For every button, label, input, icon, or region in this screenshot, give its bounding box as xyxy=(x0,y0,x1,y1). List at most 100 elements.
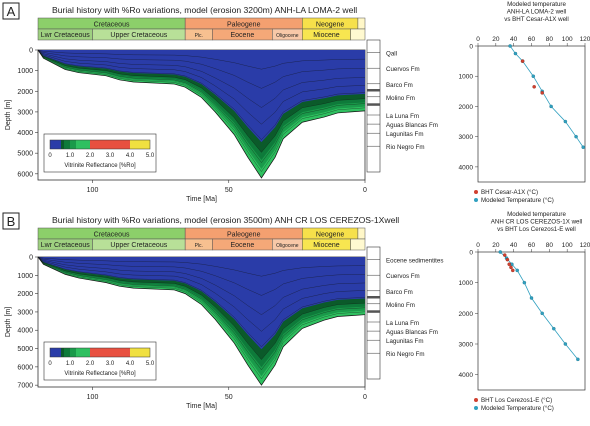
scatter-y-tick-label: 4000 xyxy=(459,164,474,171)
period-label: Neogene xyxy=(316,22,345,29)
scatter-title: ANH CR LOS CEREZOS-1X well xyxy=(491,219,582,226)
epoch-label: Upper Cretaceous xyxy=(110,242,167,249)
y-axis-label: Depth [m] xyxy=(5,307,12,337)
y-tick-label: 3000 xyxy=(17,109,33,116)
vr-legend-swatch xyxy=(76,348,90,357)
horizon-line xyxy=(37,49,366,89)
vr-legend-tick: 0 xyxy=(48,361,52,367)
scatter-y-tick-label: 1000 xyxy=(459,280,474,287)
epoch-label: Plc. xyxy=(195,33,203,39)
period-label: Cretaceous xyxy=(94,232,130,239)
model-temperature-point xyxy=(552,326,556,331)
horizon-line xyxy=(37,256,366,332)
formation-label: Aguas Blancas Fm xyxy=(386,329,438,336)
epoch-label: Eocene xyxy=(231,32,255,39)
vr-legend-swatch xyxy=(64,348,70,357)
y-tick-label: 1000 xyxy=(17,273,33,280)
vr-legend-tick: 4.0 xyxy=(126,361,135,367)
formation-label: Molino Fm xyxy=(386,302,415,309)
strat-column-band xyxy=(367,89,380,92)
scatter-legend-model: Modeled Temperature (°C) xyxy=(481,197,554,204)
vr-legend-swatch xyxy=(50,348,61,357)
formation-label: Lagunitas Fm xyxy=(386,338,424,345)
low-maturity-zone xyxy=(38,257,365,350)
y-axis-label: Depth [m] xyxy=(5,100,12,130)
bht-point xyxy=(509,265,513,270)
vr-legend-swatch xyxy=(61,140,64,149)
scatter-frame xyxy=(477,251,586,391)
y-tick-label: 4000 xyxy=(17,130,33,137)
scatter-legend-model: Modeled Temperature (°C) xyxy=(481,405,554,412)
panel-letter-box xyxy=(2,2,20,20)
quaternary-band xyxy=(357,17,366,30)
bht-point xyxy=(520,59,525,63)
scatter-title: Modeled temperature xyxy=(507,1,566,8)
vr-legend-swatch xyxy=(70,348,76,357)
scatter-y-tick-label: 3000 xyxy=(459,134,474,141)
epoch-label: Miocene xyxy=(313,242,340,249)
scatter-title: vs BHT Los Cerezos1-E well xyxy=(497,226,576,233)
formation-label: Molino Fm xyxy=(386,95,415,102)
vr-legend-tick: 0 xyxy=(48,153,52,159)
scatter-x-tick-label: 100 xyxy=(562,36,573,43)
scatter-x-tick-label: 60 xyxy=(528,36,536,43)
vr-legend-tick: 3.0 xyxy=(106,153,115,159)
formation-label: Barco Fm xyxy=(386,289,413,296)
x-tick-label: 100 xyxy=(87,187,99,194)
y-tick-label: 0 xyxy=(29,48,33,55)
scatter-x-tick-label: 100 xyxy=(562,242,573,249)
scatter-title: ANH-LA LOMA-2 well xyxy=(507,9,567,16)
scatter-legend-model-marker xyxy=(474,406,478,410)
vr-legend-tick: 2.0 xyxy=(86,153,95,159)
x-axis-label: Time [Ma] xyxy=(186,196,217,203)
horizon-line xyxy=(37,256,366,315)
burial-title: Burial history with %Ro variations, mode… xyxy=(52,5,357,15)
model-temperature-point xyxy=(549,104,553,109)
scatter-x-tick-label: 20 xyxy=(492,242,500,249)
vr-legend-tick: 5.0 xyxy=(146,361,155,367)
model-temperature-point xyxy=(522,280,527,285)
scatter-legend-bht-marker xyxy=(474,190,478,194)
scatter-legend-model-marker xyxy=(474,198,478,202)
model-temperature-point xyxy=(574,134,578,139)
horizon-line xyxy=(37,256,366,371)
horizon-line xyxy=(37,49,366,172)
scatter-x-tick-label: 0 xyxy=(476,36,480,43)
panel-letter: A xyxy=(7,4,16,19)
formation-label: Aguas Blancas Fm xyxy=(386,122,438,129)
vr-legend-swatch xyxy=(70,140,76,149)
pliocene-band xyxy=(350,238,366,251)
horizon-line xyxy=(37,49,366,153)
vr-legend-tick: 3.0 xyxy=(106,361,115,367)
vr-legend-tick: 4.0 xyxy=(126,153,135,159)
vr-legend-title: Vitrinite Reflectance [%Ro] xyxy=(64,371,136,377)
epoch-label: Plc. xyxy=(195,243,203,249)
vr-legend-tick: 2.0 xyxy=(86,361,95,367)
vr-legend-swatch xyxy=(50,140,61,149)
x-tick-label: 0 xyxy=(363,394,367,401)
formation-label: Rio Negro Fm xyxy=(386,144,425,151)
model-temperature-point xyxy=(513,51,518,56)
formation-label: Lagunitas Fm xyxy=(386,131,424,138)
scatter-y-tick-label: 1000 xyxy=(459,74,474,81)
y-tick-label: 0 xyxy=(29,255,33,262)
period-label: Neogene xyxy=(316,232,345,239)
scatter-frame xyxy=(477,45,586,183)
formation-label: Barco Fm xyxy=(386,82,413,89)
horizon-line xyxy=(37,49,366,163)
epoch-label: Upper Cretaceous xyxy=(110,32,167,39)
vr-legend-swatch xyxy=(90,140,130,149)
panel-letter-box xyxy=(2,212,20,230)
scatter-legend-bht: BHT Los Cerezos1-E (°C) xyxy=(481,397,552,404)
horizon-line xyxy=(37,49,366,125)
bht-point xyxy=(502,253,507,257)
y-tick-label: 6000 xyxy=(17,364,33,371)
scatter-y-tick-label: 3000 xyxy=(459,342,474,349)
scatter-y-tick-label: 4000 xyxy=(459,372,474,379)
model-temperature-point xyxy=(540,311,544,316)
vr-legend-title: Vitrinite Reflectance [%Ro] xyxy=(64,163,136,169)
panel-letter: B xyxy=(7,214,16,229)
bht-point xyxy=(532,85,536,89)
y-tick-label: 2000 xyxy=(17,291,33,298)
horizon-line xyxy=(37,256,366,348)
